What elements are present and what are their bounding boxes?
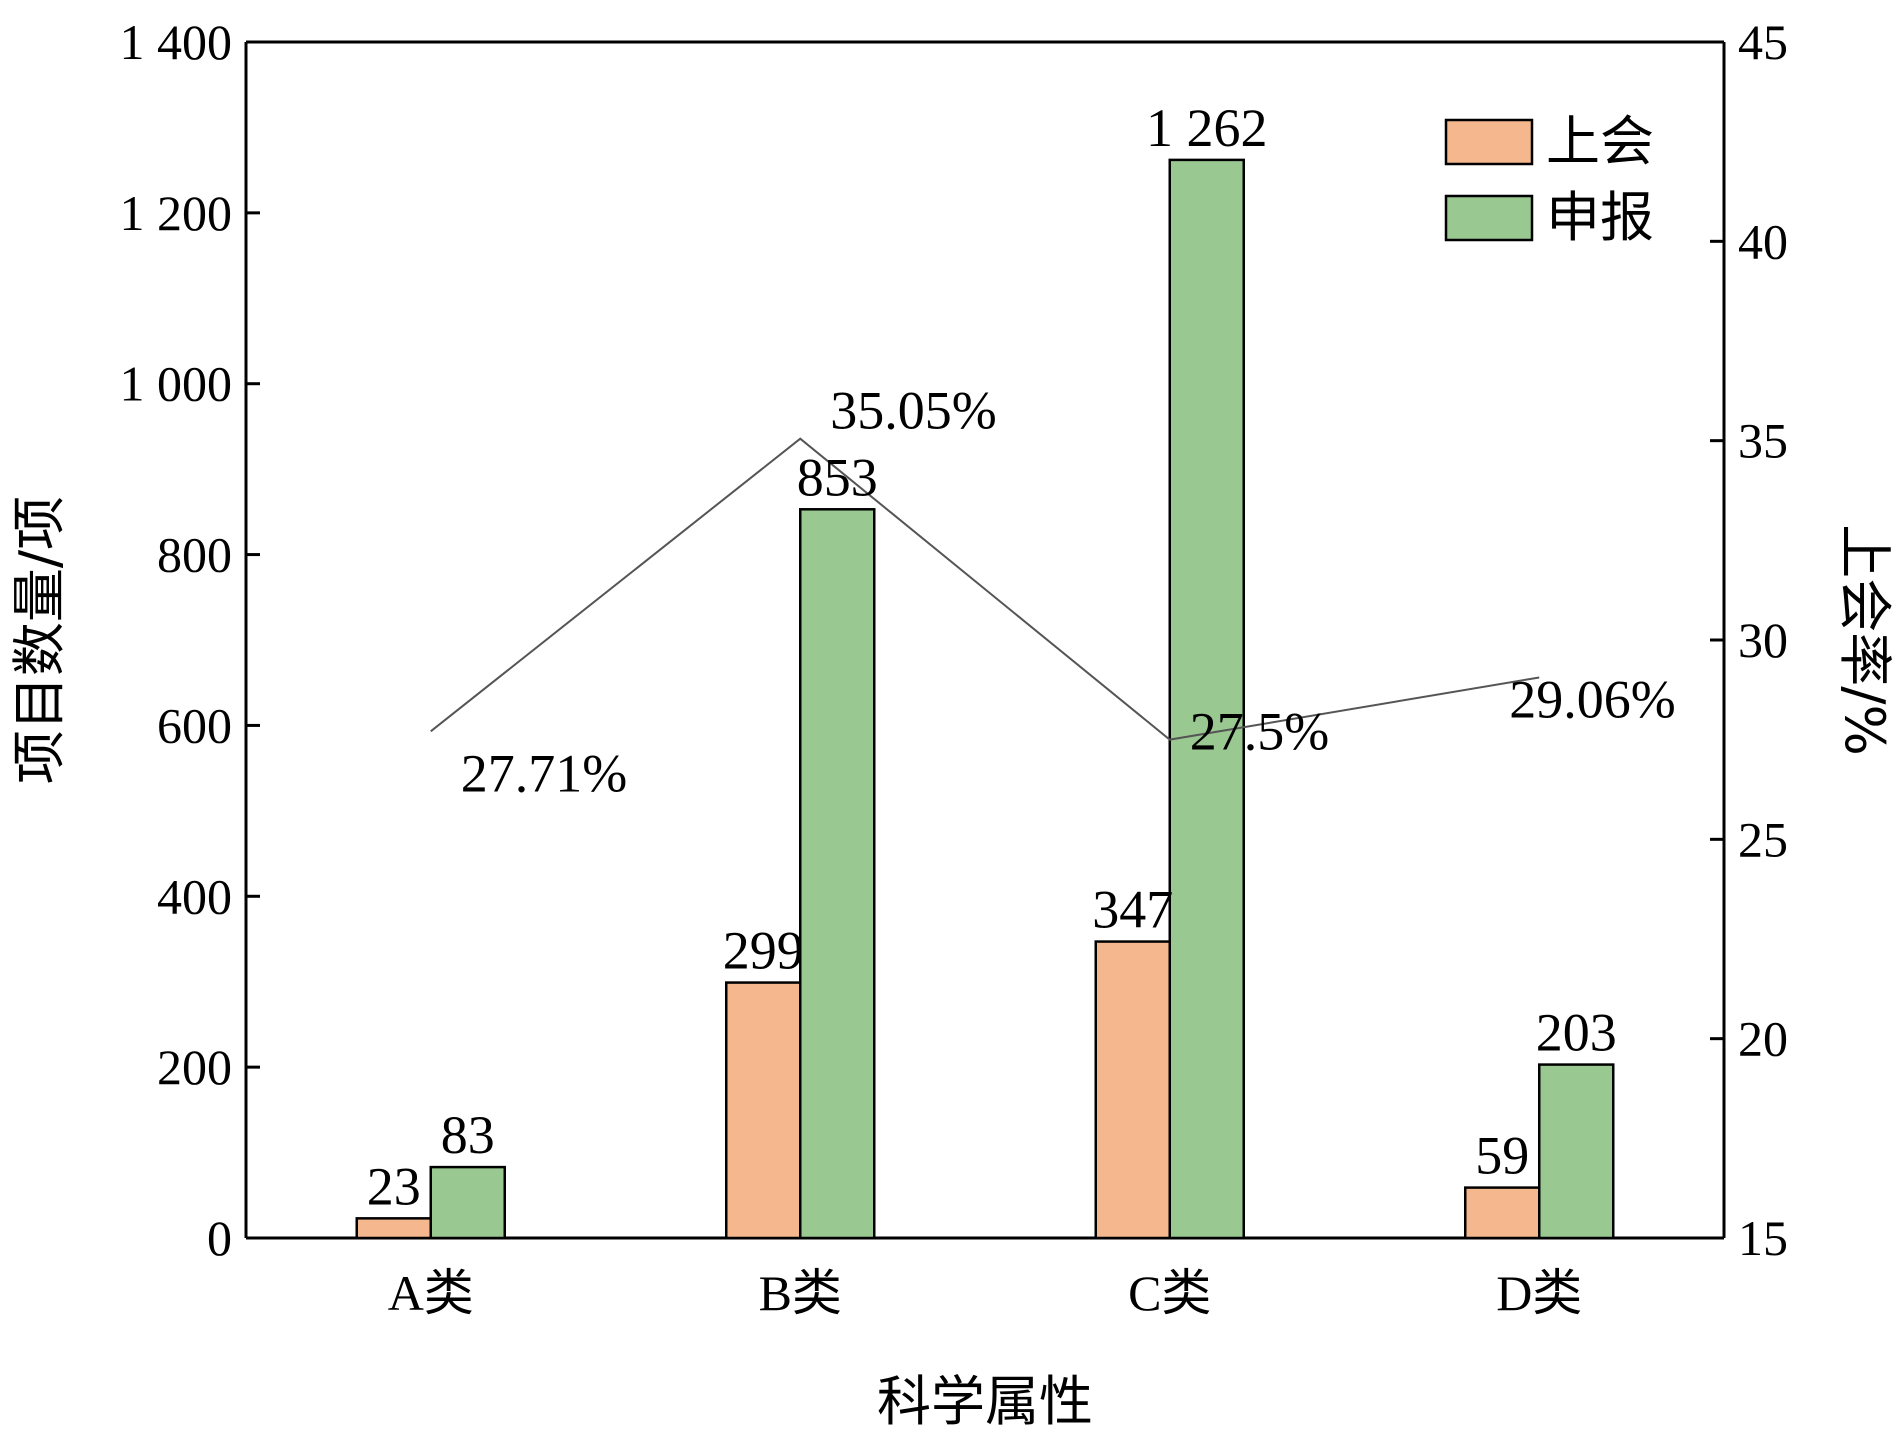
bar-value-label: 59 xyxy=(1475,1126,1529,1186)
bar-applied xyxy=(1538,1063,1615,1240)
y-tick-label: 600 xyxy=(157,697,232,753)
bar-applied xyxy=(429,1165,506,1240)
bar-value-label: 347 xyxy=(1092,880,1173,940)
bar-value-label: 23 xyxy=(367,1156,421,1216)
y-tick-label: 1 000 xyxy=(120,356,233,412)
bar-value-label: 853 xyxy=(797,447,878,507)
bar-meeting xyxy=(1464,1186,1541,1240)
x-tick-label: B类 xyxy=(759,1265,842,1321)
data-labels: 23 299 347 59 83 853 1 262 203 27.71% 35.05% 27.5%… xyxy=(367,98,1676,1216)
y2-tick-label: 15 xyxy=(1738,1210,1788,1266)
rate-value-label: 29.06% xyxy=(1509,669,1675,729)
bar-value-label: 83 xyxy=(441,1105,495,1165)
bar-value-label: 1 262 xyxy=(1146,98,1268,158)
y2-axis-title: 上会率/% xyxy=(1833,524,1896,756)
rate-line-layer xyxy=(430,437,1540,741)
bar-applied xyxy=(799,508,876,1240)
bar-value-label: 299 xyxy=(723,921,804,981)
y-tick-label: 400 xyxy=(157,868,232,924)
bar-meeting xyxy=(1094,940,1171,1240)
bar-meeting xyxy=(725,981,802,1240)
y-tick-label: 800 xyxy=(157,527,232,583)
rate-line xyxy=(430,437,1540,741)
y-tick-label: 1 200 xyxy=(120,185,233,241)
y2-tick-label: 20 xyxy=(1738,1011,1788,1067)
bar-meeting xyxy=(355,1217,432,1240)
x-tick-label: C类 xyxy=(1128,1265,1211,1321)
legend-label: 上会 xyxy=(1546,110,1654,173)
rate-value-label: 27.5% xyxy=(1190,702,1329,762)
axes: 0 200 400 600 800 1 000 1 200 1 400 15 20 25 30 35 40… xyxy=(120,14,1789,1321)
y2-tick-label: 30 xyxy=(1738,612,1788,668)
y2-tick-label: 40 xyxy=(1738,213,1788,269)
y-tick-label: 200 xyxy=(157,1039,232,1095)
bar-applied xyxy=(1168,158,1245,1240)
y-axis-title: 项目数量/项 xyxy=(8,496,71,784)
rate-value-label: 35.05% xyxy=(830,381,996,441)
bars xyxy=(355,158,1615,1240)
y2-tick-label: 35 xyxy=(1738,413,1788,469)
y-tick-label: 1 400 xyxy=(120,14,233,70)
y2-tick-label: 45 xyxy=(1738,14,1788,70)
legend-label: 申报 xyxy=(1546,186,1654,249)
x-axis-title: 科学属性 xyxy=(877,1370,1093,1433)
x-tick-label: A类 xyxy=(388,1265,474,1321)
legend-swatch xyxy=(1444,118,1534,166)
y-tick-label: 0 xyxy=(207,1210,232,1266)
x-tick-label: D类 xyxy=(1496,1265,1582,1321)
rate-value-label: 27.71% xyxy=(461,743,627,803)
bar-value-label: 203 xyxy=(1536,1003,1617,1063)
y2-tick-label: 25 xyxy=(1738,811,1788,867)
legend-swatch xyxy=(1444,194,1534,242)
